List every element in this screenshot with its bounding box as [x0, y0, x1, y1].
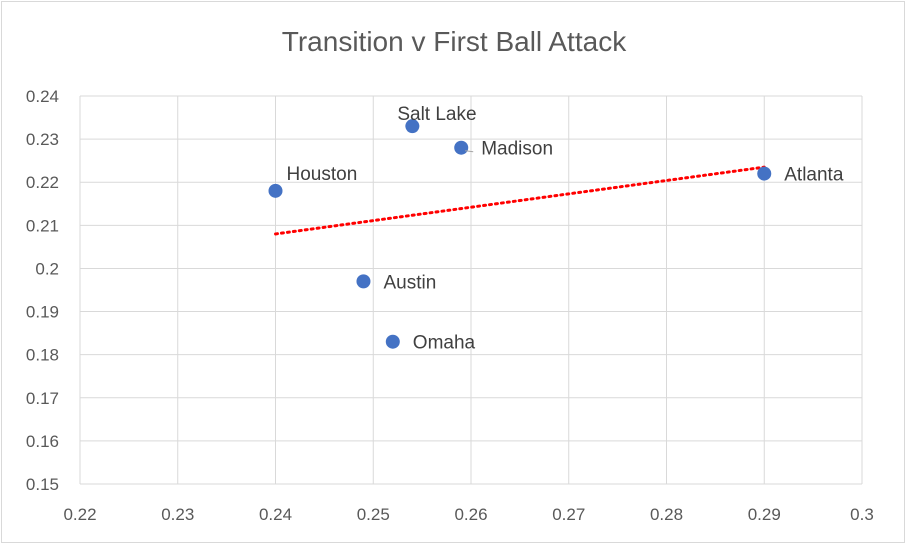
data-point [385, 334, 400, 349]
y-tick-label: 0.18 [26, 346, 59, 365]
trendline-layer [274, 165, 766, 236]
chart-title: Transition v First Ball Attack [281, 26, 627, 57]
x-tick-label: 0.28 [650, 505, 683, 524]
data-label: Atlanta [784, 165, 844, 186]
y-tick-label: 0.17 [26, 389, 59, 408]
y-tick-label: 0.24 [26, 87, 59, 106]
x-tick-label: 0.23 [161, 505, 194, 524]
x-tick-label: 0.26 [454, 505, 487, 524]
x-tick-label: 0.22 [63, 505, 96, 524]
data-point [405, 119, 420, 134]
gridlines [79, 95, 863, 485]
y-tick-label: 0.23 [26, 130, 59, 149]
data-points [268, 119, 772, 349]
x-tick-label: 0.3 [850, 505, 874, 524]
axis-tick-labels: 0.22 0.23 0.24 0.25 0.26 0.27 0.28 0.29 0.30.150… [26, 87, 874, 524]
leader-line [465, 150, 474, 153]
trendline [274, 165, 766, 236]
data-label: Madison [481, 139, 553, 160]
y-tick-label: 0.16 [26, 432, 59, 451]
data-point [454, 140, 469, 155]
x-tick-label: 0.24 [259, 505, 292, 524]
x-tick-label: 0.25 [357, 505, 390, 524]
data-label: Salt Lake [397, 104, 476, 125]
data-point [268, 183, 283, 198]
y-tick-label: 0.2 [35, 259, 59, 278]
y-tick-label: 0.21 [26, 216, 59, 235]
x-tick-label: 0.27 [552, 505, 585, 524]
data-label: Omaha [413, 333, 476, 354]
x-tick-label: 0.29 [748, 505, 781, 524]
data-point [356, 274, 371, 289]
y-tick-label: 0.22 [26, 173, 59, 192]
y-tick-label: 0.19 [26, 303, 59, 322]
data-label: Houston [287, 164, 358, 185]
data-point [757, 166, 772, 181]
y-tick-label: 0.15 [26, 475, 59, 494]
data-label: Austin [383, 272, 436, 293]
